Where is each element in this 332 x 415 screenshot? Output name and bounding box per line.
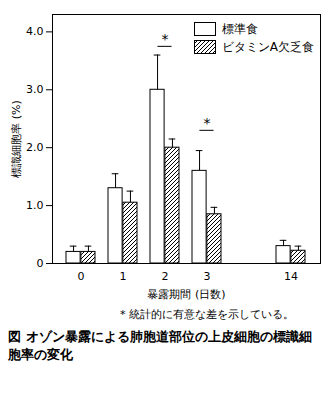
svg-text:暴露期間 (日数): 暴露期間 (日数) [147, 288, 225, 301]
svg-text:3.0: 3.0 [26, 83, 44, 96]
html-text:ビタミンA欠乏食: ビタミンA欠乏食 [221, 40, 314, 54]
svg-text:3: 3 [204, 270, 211, 283]
html-text:* 統計的に有意な差を示している。: * 統計的に有意な差を示している。 [120, 308, 294, 321]
svg-text:2.0: 2.0 [26, 141, 44, 154]
svg-text:標識細胞率 (%): 標識細胞率 (%) [10, 100, 23, 178]
html-text:図 オゾン暴露による肺胞道部位の上皮細胞の標識細胞率の変化: 図 オゾン暴露による肺胞道部位の上皮細胞の標識細胞率の変化 [8, 329, 312, 362]
svg-text:1.0: 1.0 [26, 199, 44, 212]
svg-text:*: * [204, 115, 211, 131]
svg-text:14: 14 [284, 270, 298, 283]
svg-text:1: 1 [120, 270, 127, 283]
svg-text:0: 0 [78, 270, 85, 283]
svg-text:0: 0 [37, 257, 44, 270]
html-text:標準食: 標準食 [221, 22, 258, 36]
svg-text:4.0: 4.0 [26, 25, 44, 38]
svg-text:2: 2 [162, 270, 169, 283]
svg-text:*: * [162, 31, 169, 47]
